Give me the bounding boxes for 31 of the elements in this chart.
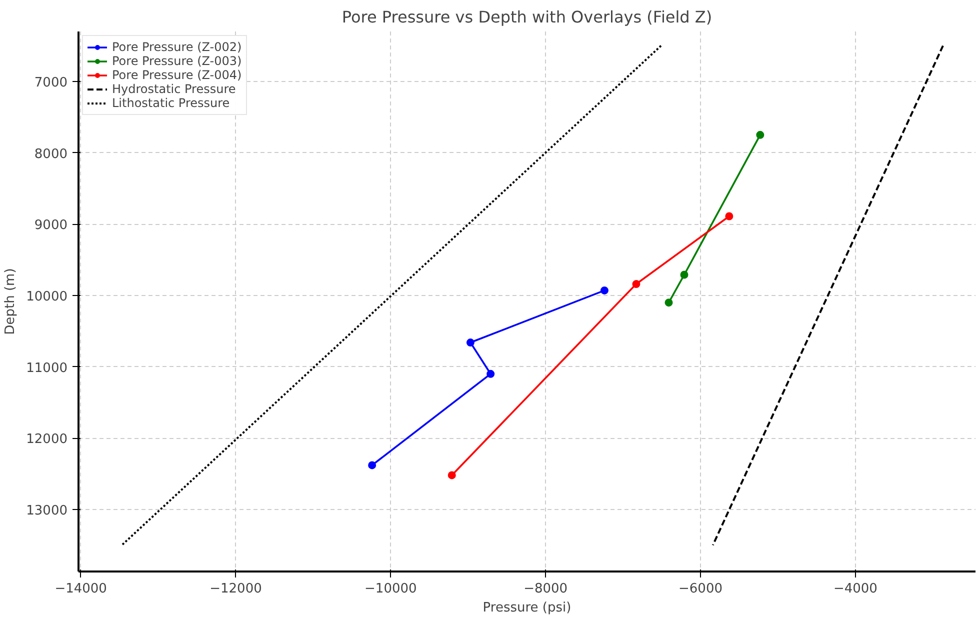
- x-axis-title: Pressure (psi): [482, 600, 572, 616]
- y-tick-label: 7000: [34, 75, 68, 90]
- point: [466, 338, 474, 347]
- point: [632, 280, 640, 288]
- point: [725, 212, 734, 220]
- x-tick-label: −12000: [210, 582, 262, 596]
- x-tick-label: −4000: [833, 582, 878, 596]
- y-tick-label: 10000: [26, 289, 68, 304]
- x-tick-label: −10000: [364, 582, 417, 596]
- y-axis-title: Depth (m): [3, 268, 18, 335]
- legend-label: Pore Pressure (Z-003): [112, 54, 242, 68]
- x-tick-label: −6000: [678, 582, 723, 596]
- chart-title: Pore Pressure vs Depth with Overlays (Field Z): [342, 8, 712, 26]
- y-tick-label: 13000: [26, 503, 68, 518]
- legend-label: Pore Pressure (Z-002): [112, 40, 242, 54]
- y-tick-label: 8000: [34, 146, 68, 162]
- legend-label: Pore Pressure (Z-004): [112, 68, 242, 82]
- point: [368, 461, 376, 470]
- point: [486, 370, 495, 378]
- y-tick-label: 11000: [26, 360, 68, 376]
- legend-label: Hydrostatic Pressure: [112, 82, 236, 96]
- point: [756, 130, 764, 139]
- y-tick-label: 9000: [34, 218, 68, 234]
- point: [448, 471, 456, 480]
- x-tick-label: −8000: [524, 582, 568, 596]
- point: [664, 298, 673, 307]
- legend-label: Lithostatic Pressure: [112, 96, 230, 110]
- point: [600, 286, 608, 294]
- x-tick-label: −14000: [54, 582, 107, 596]
- y-tick-label: 12000: [26, 432, 68, 448]
- point: [680, 270, 688, 279]
